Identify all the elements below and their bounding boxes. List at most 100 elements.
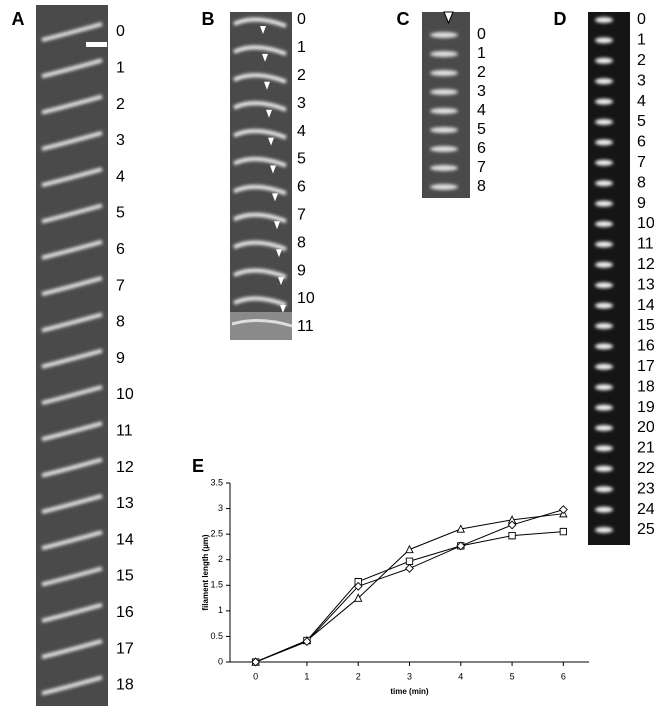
frame-number: 5: [297, 151, 306, 168]
frame-number: 10: [116, 386, 134, 403]
frame-number: 4: [297, 123, 306, 140]
y-tick-label: 1: [218, 605, 223, 615]
filament: [430, 70, 458, 76]
page: {"panels": [ {"label": "A", "frames": [0…: [0, 0, 654, 706]
frame-number: 11: [116, 423, 133, 440]
micrograph-strip: [230, 12, 292, 340]
filament: [595, 37, 613, 43]
frame-number: 16: [116, 604, 134, 621]
frame-number: 25: [637, 521, 654, 538]
x-tick-label: 4: [458, 671, 463, 681]
frame-number: 6: [116, 241, 125, 258]
filament: [430, 89, 458, 95]
panel-label: D: [554, 9, 567, 29]
frame-number: 19: [637, 399, 654, 416]
frame-number: 14: [637, 297, 654, 314]
frame-number: 12: [637, 256, 654, 273]
frame-number: 15: [637, 317, 654, 334]
frame-number: 11: [297, 318, 314, 335]
frame-number: 1: [637, 32, 646, 49]
x-tick-label: 3: [407, 671, 412, 681]
frame-number: 0: [637, 11, 646, 28]
x-tick-label: 5: [510, 671, 515, 681]
frame-number: 2: [477, 64, 486, 81]
frame-number: 6: [477, 140, 486, 157]
filament: [595, 58, 613, 64]
frame-number: 10: [637, 215, 654, 232]
frame-number: 8: [637, 174, 646, 191]
panel-label: C: [397, 9, 410, 29]
frame-number: 4: [637, 93, 646, 110]
frame-number: 14: [116, 531, 134, 548]
frame-number: 5: [637, 113, 646, 130]
panel-label: B: [202, 9, 215, 29]
filament: [595, 99, 613, 105]
frame-number: 6: [637, 134, 646, 151]
frame-number: 24: [637, 501, 654, 518]
y-tick-label: 1.5: [210, 580, 223, 590]
filament: [595, 119, 613, 125]
filament: [430, 51, 458, 57]
frame-number: 0: [297, 11, 306, 28]
diamond-marker: [560, 506, 568, 514]
frame-number: 0: [477, 26, 486, 43]
panel-label: E: [192, 456, 204, 476]
frame-number: 4: [477, 102, 486, 119]
filament: [595, 445, 613, 451]
frame-number: 5: [477, 121, 486, 138]
frame-number: 9: [637, 195, 646, 212]
filament: [595, 303, 613, 309]
y-axis-title: filament length (µm): [201, 534, 210, 611]
series-line: [256, 510, 564, 662]
filament: [430, 127, 458, 133]
y-tick-label: 3: [218, 503, 223, 513]
filament: [430, 165, 458, 171]
filament: [595, 405, 613, 411]
filament: [595, 384, 613, 390]
filament: [595, 17, 613, 23]
square-marker: [509, 532, 515, 538]
frame-number: 13: [637, 276, 654, 293]
y-tick-label: 3.5: [210, 477, 223, 487]
frame-number: 8: [116, 314, 125, 331]
filament: [595, 323, 613, 329]
frame-number: 17: [637, 358, 654, 375]
filament: [595, 527, 613, 533]
frame-number: 22: [637, 460, 654, 477]
frame-number: 1: [477, 45, 486, 62]
scale-bar: [86, 42, 107, 47]
frame-number: 3: [637, 72, 646, 89]
frame-number: 18: [116, 677, 134, 694]
filament: [595, 241, 613, 247]
frame-number: 2: [637, 52, 646, 69]
frame-number: 2: [116, 96, 125, 113]
frame-number: 0: [116, 23, 125, 40]
frame-number: 7: [637, 154, 646, 171]
filament: [595, 139, 613, 145]
filament: [595, 221, 613, 227]
filament: [595, 282, 613, 288]
filament: [430, 146, 458, 152]
frame-number: 13: [116, 495, 134, 512]
reference-frame: [230, 312, 292, 340]
filament: [595, 425, 613, 431]
frame-number: 16: [637, 338, 654, 355]
frame-number: 9: [116, 350, 125, 367]
frame-number: 17: [116, 640, 134, 657]
frame-number: 4: [116, 168, 125, 185]
filament: [595, 201, 613, 207]
x-axis-title: time (min): [390, 687, 429, 696]
y-tick-label: 0: [218, 656, 223, 666]
x-tick-label: 1: [304, 671, 309, 681]
frame-number: 23: [637, 480, 654, 497]
filament: [595, 343, 613, 349]
filament: [595, 160, 613, 166]
frame-number: 7: [477, 159, 486, 176]
filament: [430, 108, 458, 114]
filament: [430, 32, 458, 38]
frame-number: 21: [637, 440, 654, 457]
filament: [595, 486, 613, 492]
y-tick-label: 0.5: [210, 631, 223, 641]
y-tick-label: 2: [218, 554, 223, 564]
x-tick-label: 0: [253, 671, 258, 681]
